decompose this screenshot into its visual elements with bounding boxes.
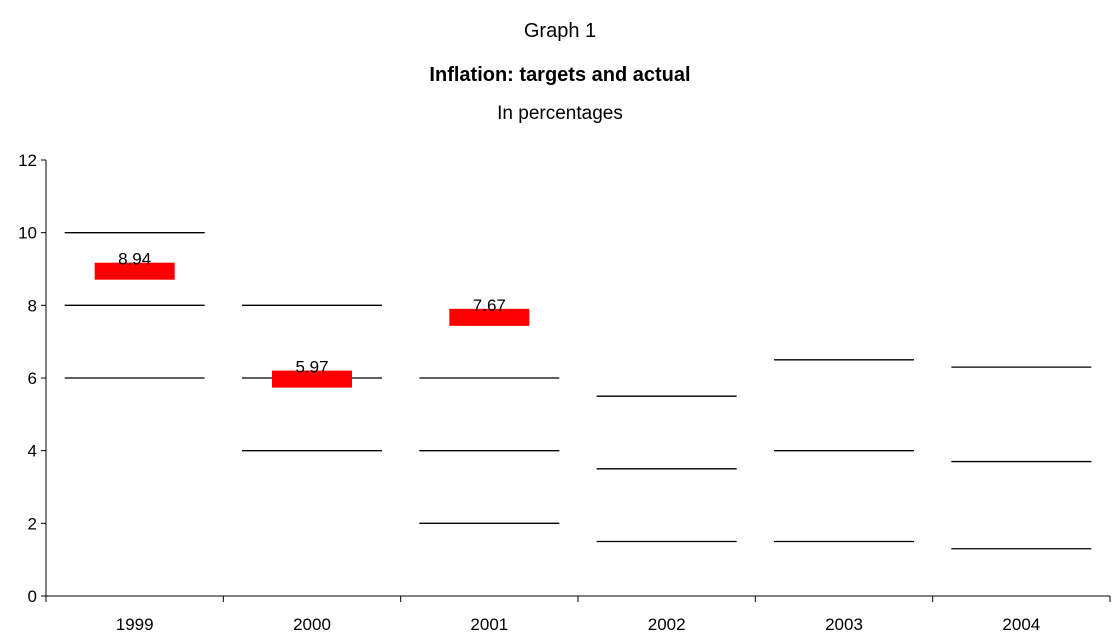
chart-title: Inflation: targets and actual bbox=[429, 64, 691, 86]
axes: 0 2 4 6 8 10 12 1999 2000 2001 2002 2003 2004 bbox=[18, 151, 1111, 634]
chart-subtitle: In percentages bbox=[497, 103, 623, 124]
y-tick-label: 10 bbox=[18, 224, 37, 243]
y-tick-label: 2 bbox=[28, 514, 37, 533]
y-tick-label: 12 bbox=[18, 151, 37, 170]
y-tick-label: 4 bbox=[28, 442, 37, 461]
y-tick-label: 6 bbox=[28, 369, 37, 388]
y-tick-label: 8 bbox=[28, 296, 37, 315]
x-tick-label: 1999 bbox=[116, 615, 154, 634]
actual-markers: 8.94 5.97 7.67 bbox=[94, 250, 530, 388]
target-lines bbox=[64, 232, 1092, 550]
y-tick-label: 0 bbox=[28, 587, 37, 606]
x-tick-label: 2002 bbox=[648, 615, 686, 634]
actual-marker bbox=[449, 308, 530, 326]
x-tick-label: 2004 bbox=[1002, 615, 1040, 634]
graph-label: Graph 1 bbox=[523, 20, 597, 42]
actual-marker bbox=[94, 262, 175, 280]
data-label: 5.97 bbox=[295, 358, 328, 377]
data-label: 7.67 bbox=[473, 296, 506, 315]
actual-marker bbox=[272, 370, 352, 388]
x-tick-label: 2003 bbox=[825, 615, 863, 634]
x-tick-label: 2001 bbox=[470, 615, 508, 634]
data-label: 8.94 bbox=[118, 250, 151, 269]
x-tick-label: 2000 bbox=[293, 615, 331, 634]
